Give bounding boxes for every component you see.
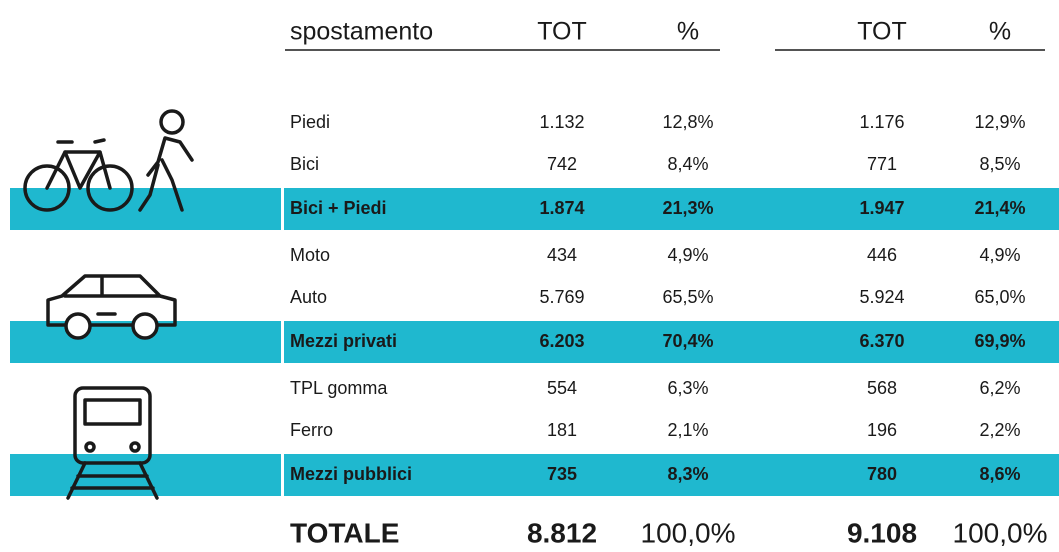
cell: 8,4%: [667, 154, 708, 174]
cell: 6,2%: [979, 378, 1020, 398]
subtotal-cell: 6.370: [859, 331, 904, 351]
cell: 434: [547, 245, 577, 265]
subtotal-band: [10, 188, 1059, 230]
cell: 568: [867, 378, 897, 398]
header-cell: TOT: [537, 18, 587, 46]
cell: Bici: [290, 154, 319, 174]
car-icon: [46, 274, 177, 340]
total-cell: 100,0%: [953, 517, 1048, 548]
cell: 8,5%: [979, 154, 1020, 174]
cell: Piedi: [290, 112, 330, 132]
band-divider: [281, 188, 284, 230]
subtotal-cell: 6.203: [539, 331, 584, 351]
header-cell: %: [677, 18, 699, 46]
subtotal-cell: 735: [547, 464, 577, 484]
subtotal-cell: Bici + Piedi: [290, 198, 387, 218]
cell: 4,9%: [667, 245, 708, 265]
cell: Ferro: [290, 420, 333, 440]
subtotal-cell: Mezzi privati: [290, 331, 397, 351]
cell: 1.176: [859, 112, 904, 132]
cell: 12,8%: [662, 112, 713, 132]
header-cell: TOT: [857, 18, 907, 46]
subtotal-cell: 8,6%: [979, 464, 1020, 484]
cell: 554: [547, 378, 577, 398]
band-divider: [281, 321, 284, 363]
cell: 2,1%: [667, 420, 708, 440]
subtotal-cell: 21,4%: [974, 198, 1025, 218]
total-cell: 8.812: [527, 517, 597, 548]
cell: 65,0%: [974, 287, 1025, 307]
bands: [10, 188, 1059, 496]
cell: Auto: [290, 287, 327, 307]
subtotal-cell: 780: [867, 464, 897, 484]
cell: 5.924: [859, 287, 904, 307]
cell: 742: [547, 154, 577, 174]
cell: TPL gomma: [290, 378, 388, 398]
cell: 446: [867, 245, 897, 265]
cell: 181: [547, 420, 577, 440]
subtotal-band: [10, 321, 1059, 363]
cell: 5.769: [539, 287, 584, 307]
total-cell: 100,0%: [641, 517, 736, 548]
band-divider: [281, 454, 284, 496]
subtotal-cell: 8,3%: [667, 464, 708, 484]
header-cell: %: [989, 18, 1011, 46]
subtotal-cell: 70,4%: [662, 331, 713, 351]
cell: Moto: [290, 245, 330, 265]
cells: spostamento TOT% TOT % Piedi 1.132 12,8% 1.176 1…: [290, 18, 1047, 549]
total-cell: TOTALE: [290, 517, 399, 548]
cell: 65,5%: [662, 287, 713, 307]
subtotal-band: [10, 454, 1059, 496]
subtotal-cell: 21,3%: [662, 198, 713, 218]
total-cell: 9.108: [847, 517, 917, 548]
cell: 6,3%: [667, 378, 708, 398]
cell: 196: [867, 420, 897, 440]
cell: 2,2%: [979, 420, 1020, 440]
cell: 771: [867, 154, 897, 174]
cell: 1.132: [539, 112, 584, 132]
cell: 12,9%: [974, 112, 1025, 132]
subtotal-cell: 1.874: [539, 198, 584, 218]
subtotal-cell: Mezzi pubblici: [290, 464, 412, 484]
subtotal-cell: 69,9%: [974, 331, 1025, 351]
train-icon: [66, 386, 159, 500]
bike-walk-icon: [23, 109, 194, 212]
cell: 4,9%: [979, 245, 1020, 265]
subtotal-cell: 1.947: [859, 198, 904, 218]
header-cell: spostamento: [290, 18, 433, 46]
